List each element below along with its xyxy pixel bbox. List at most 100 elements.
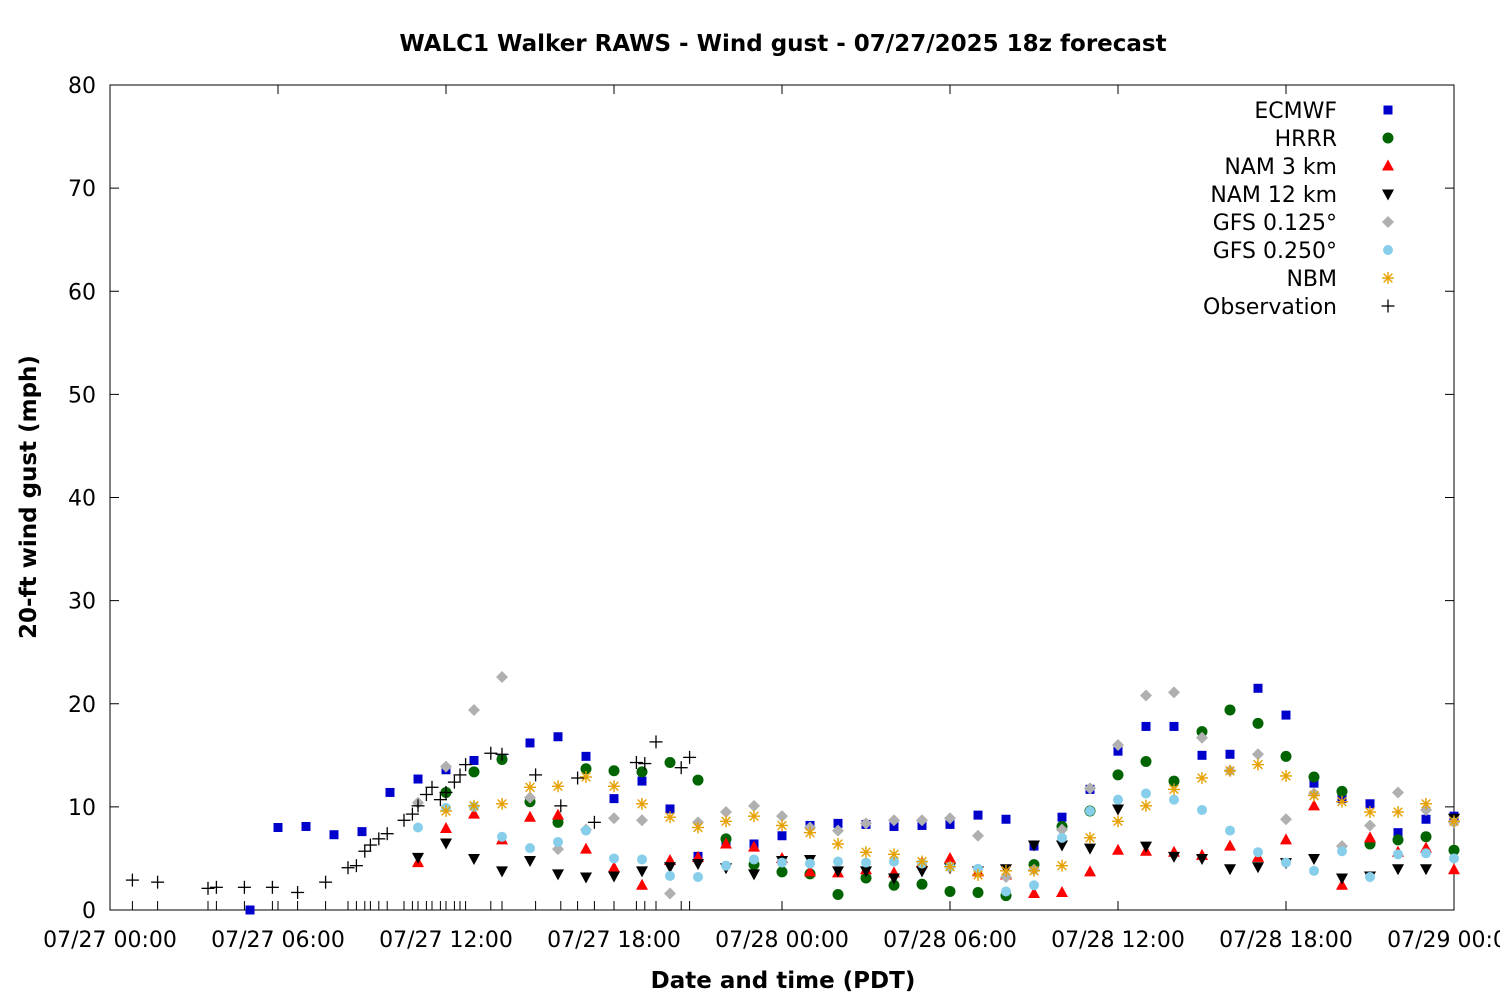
data-point-gfs-0-125 <box>1056 823 1068 836</box>
data-point-hrrr <box>692 774 704 786</box>
data-point-observation <box>629 756 643 770</box>
data-point-gfs-0-250 <box>581 825 591 836</box>
series-nbm <box>440 758 1460 881</box>
data-point-observation <box>571 771 585 785</box>
data-point-gfs-0-250 <box>721 860 731 871</box>
data-point-nbm <box>916 855 928 868</box>
x-tick-label: 07/27 00:00 <box>43 928 177 953</box>
data-point-ecmwf <box>1113 746 1123 756</box>
y-axis-label: 20-ft wind gust (mph) <box>16 355 42 639</box>
data-point-ecmwf <box>665 804 675 814</box>
data-point-gfs-0-250 <box>525 843 535 854</box>
data-point-gfs-0-125 <box>1364 819 1376 832</box>
data-point-nbm <box>524 781 536 794</box>
data-point-nam-12-km <box>636 866 648 878</box>
data-point-gfs-0-250 <box>1337 846 1347 857</box>
data-point-gfs-0-125 <box>1112 739 1124 751</box>
data-point-ecmwf <box>413 774 423 784</box>
data-point-nam-12-km <box>832 866 844 878</box>
data-point-gfs-0-125 <box>636 814 648 827</box>
data-point-ecmwf <box>525 738 535 748</box>
data-point-gfs-0-125 <box>496 670 508 683</box>
series-gfs-0-125 <box>412 670 1460 900</box>
data-point-nbm <box>1224 764 1236 777</box>
data-point-nbm <box>496 797 508 810</box>
legend-label: GFS 0.125° <box>1213 211 1337 236</box>
legend-entry-gfs-0-125: GFS 0.125° <box>1213 211 1394 236</box>
data-point-nbm <box>720 815 732 828</box>
series-gfs-0-250 <box>413 788 1459 897</box>
x-tick-label: 07/27 06:00 <box>211 928 345 953</box>
data-point-ecmwf <box>1421 814 1431 824</box>
data-point-observation <box>372 832 386 846</box>
data-point-nbm <box>1028 864 1040 877</box>
data-point-nam-12-km <box>468 853 480 865</box>
y-tick-label: 0 <box>82 899 96 924</box>
data-point-nbm <box>832 838 844 850</box>
data-point-observation <box>209 880 223 894</box>
legend-label: NAM 3 km <box>1224 155 1337 180</box>
x-tick-label: 07/27 18:00 <box>547 928 681 953</box>
data-point-nbm <box>944 860 956 873</box>
data-point-nam-3-km <box>1084 865 1096 877</box>
data-point-hrrr <box>888 879 900 891</box>
data-point-observation <box>484 746 498 760</box>
data-point-hrrr <box>1280 750 1292 762</box>
legend-marker-gfs-0-250 <box>1383 245 1393 255</box>
x-axis-label: Date and time (PDT) <box>651 968 916 994</box>
data-point-nbm <box>748 810 760 823</box>
data-point-observation <box>425 780 439 794</box>
data-point-nam-3-km <box>1028 887 1040 898</box>
data-point-nam-12-km <box>1056 840 1068 852</box>
data-point-observation <box>125 873 139 887</box>
data-point-ecmwf <box>357 827 367 837</box>
data-point-hrrr <box>944 885 956 897</box>
data-point-nam-3-km <box>440 822 452 834</box>
legend-label: NBM <box>1286 267 1337 292</box>
legend-entry-observation: Observation <box>1203 295 1395 320</box>
data-point-hrrr <box>1252 717 1264 729</box>
data-point-observation <box>638 757 652 771</box>
data-point-gfs-0-250 <box>1309 865 1319 876</box>
data-point-nbm <box>692 821 704 834</box>
data-point-hrrr <box>1168 775 1180 787</box>
series-nam-3-km <box>412 799 1460 898</box>
data-point-ecmwf <box>609 794 619 804</box>
data-point-nam-12-km <box>860 866 872 878</box>
legend-label: GFS 0.250° <box>1213 239 1337 264</box>
data-point-ecmwf <box>1141 721 1151 731</box>
data-point-gfs-0-250 <box>889 856 899 867</box>
data-point-nbm <box>636 797 648 810</box>
data-point-hrrr <box>1224 704 1236 716</box>
data-point-ecmwf <box>1001 814 1011 824</box>
data-point-gfs-0-250 <box>777 857 787 868</box>
series-ecmwf <box>245 683 1459 915</box>
data-point-hrrr <box>1308 771 1320 783</box>
data-point-observation <box>674 761 688 775</box>
data-point-ecmwf <box>553 732 563 742</box>
data-point-gfs-0-125 <box>1140 689 1152 702</box>
data-point-nam-12-km <box>1112 804 1124 816</box>
data-point-nam-12-km <box>692 859 704 871</box>
data-point-gfs-0-250 <box>1225 825 1235 836</box>
data-point-nam-3-km <box>1448 863 1460 875</box>
data-point-nbm <box>1280 769 1292 782</box>
data-point-gfs-0-250 <box>833 856 843 867</box>
data-point-gfs-0-125 <box>1196 731 1208 744</box>
data-point-hrrr <box>580 763 592 775</box>
data-point-hrrr <box>1420 831 1432 843</box>
legend-entry-gfs-0-250: GFS 0.250° <box>1213 239 1393 264</box>
data-point-gfs-0-250 <box>973 863 983 874</box>
data-point-observation <box>419 788 433 801</box>
legend-entry-nam-12-km: NAM 12 km <box>1210 183 1394 208</box>
data-point-nbm <box>1448 815 1460 828</box>
data-point-ecmwf <box>1169 721 1179 731</box>
data-point-gfs-0-125 <box>1084 782 1096 795</box>
data-point-nam-12-km <box>1196 853 1208 865</box>
data-point-nbm <box>468 799 480 812</box>
legend-entry-hrrr: HRRR <box>1275 127 1394 152</box>
legend-entry-nbm: NBM <box>1286 267 1394 292</box>
data-point-observation <box>453 768 467 782</box>
data-point-hrrr <box>1392 834 1404 846</box>
